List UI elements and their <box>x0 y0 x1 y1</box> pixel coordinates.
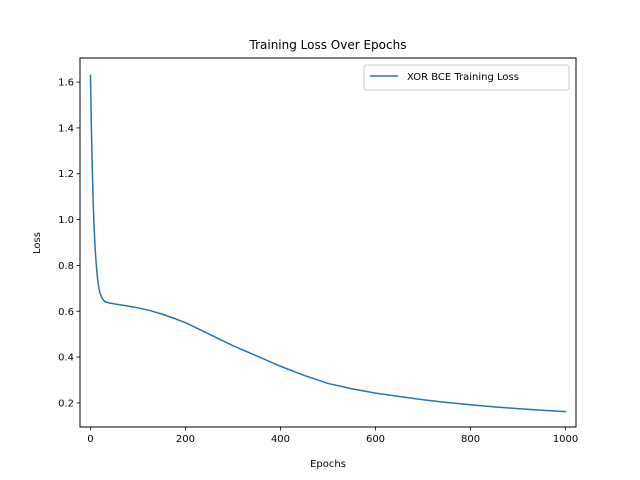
x-tick-label: 0 <box>87 434 93 445</box>
loss-line <box>89 74 567 413</box>
y-tick-label: 1.4 <box>58 123 74 134</box>
legend-label: XOR BCE Training Loss <box>407 72 519 83</box>
y-axis-ticks: 0.2 0.4 0.6 0.8 1.0 1.2 1.4 1.6 <box>58 78 80 409</box>
legend: XOR BCE Training Loss <box>363 64 570 91</box>
chart-title: Training Loss Over Epochs <box>249 38 407 52</box>
x-tick-label: 800 <box>461 434 480 445</box>
y-tick-label: 0.4 <box>58 353 74 364</box>
x-axis-ticks: 0 200 400 600 800 1000 <box>87 427 578 445</box>
x-axis-label: Epochs <box>310 459 346 470</box>
y-tick-label: 0.2 <box>58 398 74 409</box>
series-layer <box>89 74 567 413</box>
x-tick-label: 1000 <box>553 434 578 445</box>
x-tick-label: 400 <box>271 434 290 445</box>
axes-frame <box>79 57 577 428</box>
x-tick-label: 600 <box>366 434 385 445</box>
y-axis-label: Loss <box>32 232 43 254</box>
plot-area <box>79 57 577 428</box>
y-tick-label: 1.6 <box>58 78 74 89</box>
y-tick-label: 1.0 <box>58 215 74 226</box>
x-tick-label: 200 <box>176 434 195 445</box>
y-tick-label: 0.6 <box>58 307 74 318</box>
y-tick-label: 0.8 <box>58 261 74 272</box>
y-tick-label: 1.2 <box>58 169 74 180</box>
legend-box <box>363 64 570 91</box>
